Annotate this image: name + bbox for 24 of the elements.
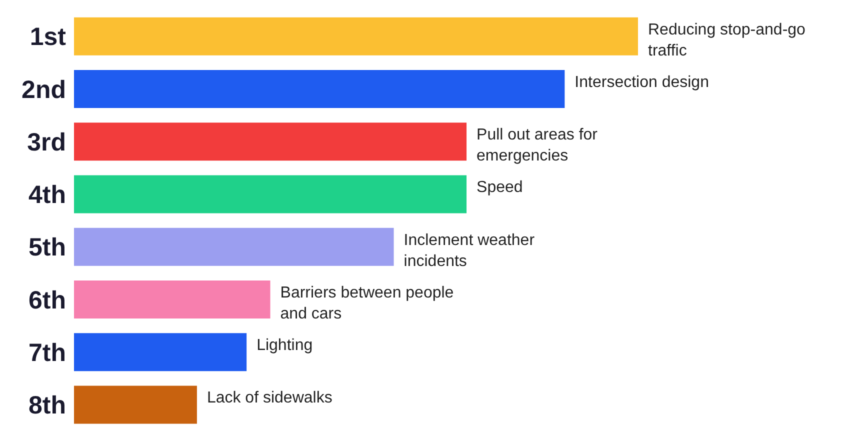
annotation: Reducing stop-and-go traffic — [648, 21, 806, 60]
bar — [74, 70, 565, 108]
bar — [74, 228, 394, 266]
y-tick-label: 5th — [28, 234, 66, 262]
bar — [74, 122, 467, 161]
annotation: Speed — [476, 179, 523, 196]
y-tick-label: 8th — [28, 392, 66, 420]
annotation: Lighting — [256, 337, 313, 354]
y-tick-label: 3rd — [27, 128, 66, 156]
bar — [74, 333, 247, 372]
y-tick-label: 4th — [28, 181, 66, 210]
annotation: Pull out areas for emergencies — [476, 126, 598, 165]
annotation: Lack of sidewalks — [206, 390, 332, 407]
bar — [74, 386, 197, 424]
y-tick-label: 7th — [28, 338, 66, 367]
bar — [74, 17, 638, 56]
y-tick-label: 2nd — [22, 76, 66, 104]
annotation: Barriers between people and cars — [280, 284, 454, 322]
bar — [74, 280, 270, 318]
annotation: Intersection design — [574, 74, 709, 91]
y-tick-label: 6th — [28, 286, 66, 314]
bar — [74, 175, 467, 214]
annotation: Inclement weather incidents — [404, 232, 536, 270]
y-tick-label: 1st — [30, 23, 67, 52]
